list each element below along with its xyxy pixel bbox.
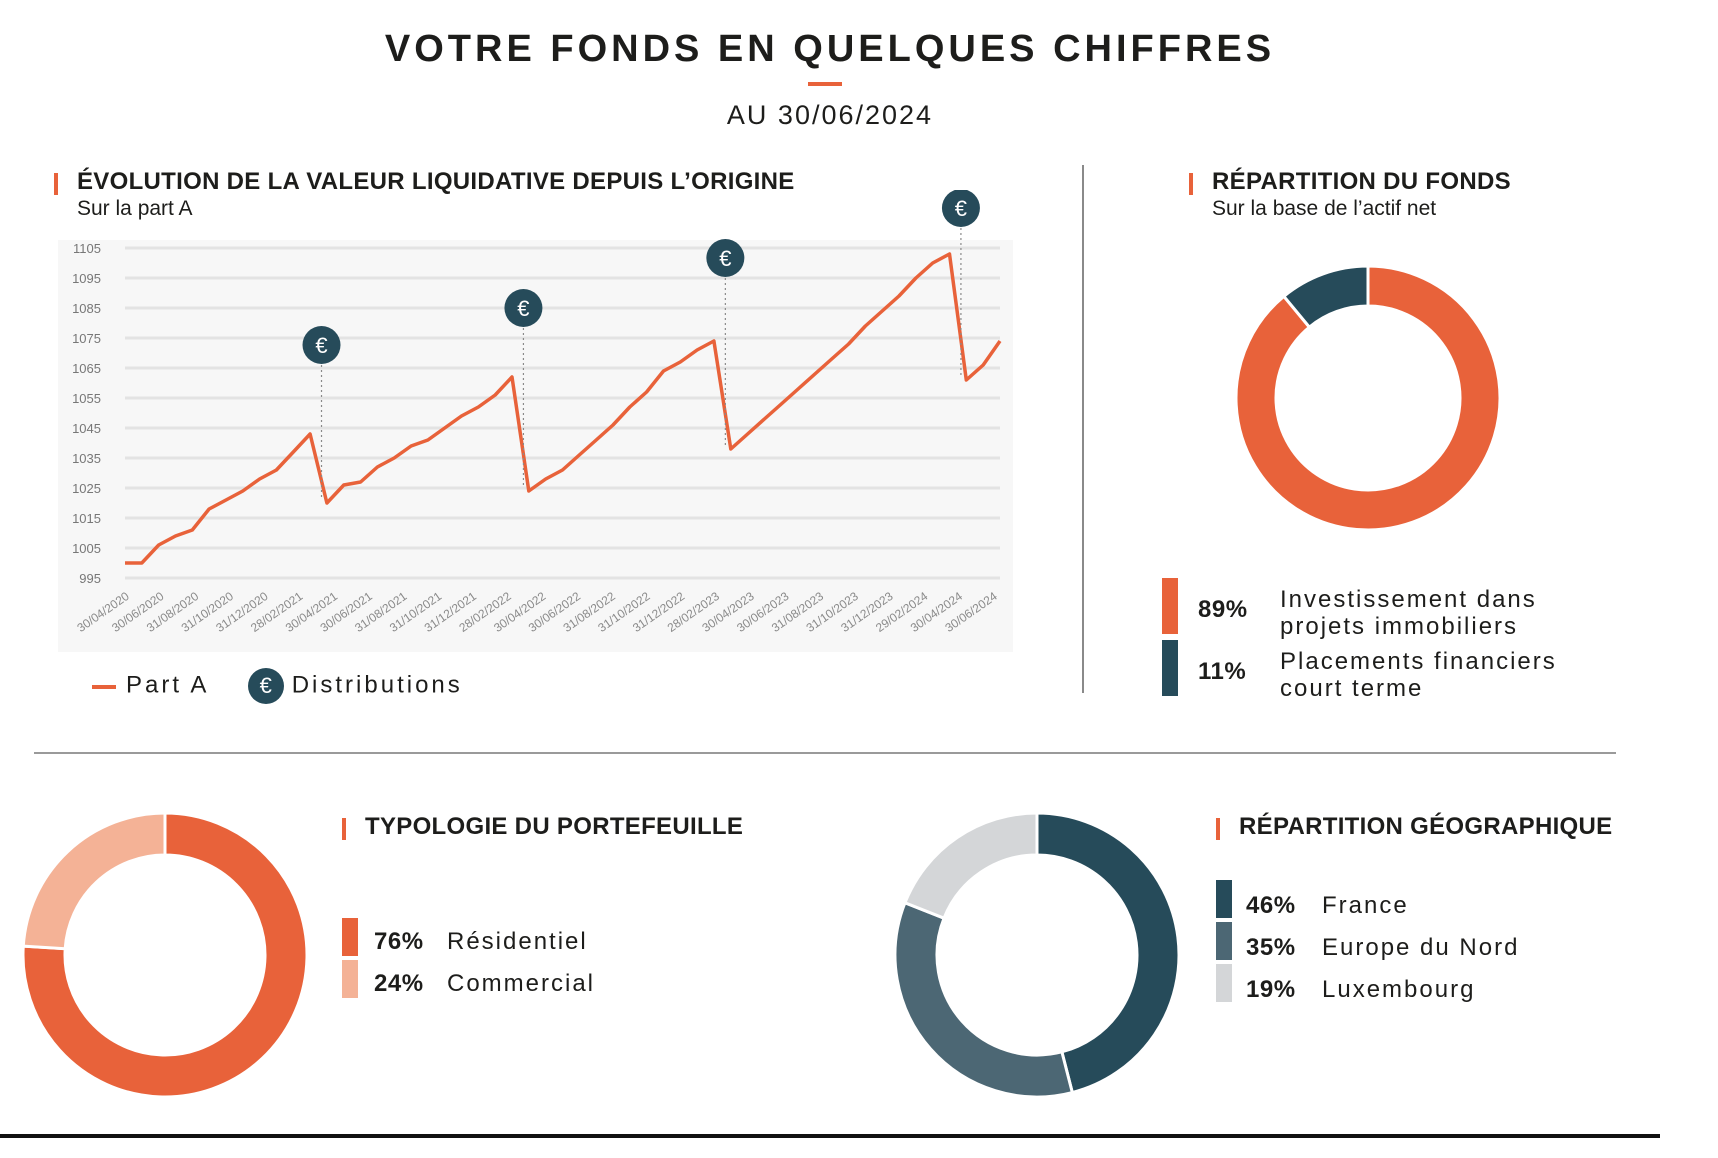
legend-swatch-placements xyxy=(1162,640,1178,696)
section-marker xyxy=(342,818,346,840)
typologie-title: TYPOLOGIE DU PORTEFEUILLE xyxy=(365,813,744,840)
label-france: France xyxy=(1322,892,1409,919)
series-part-a-line xyxy=(125,252,1002,565)
y-tick-label: 1075 xyxy=(72,331,101,346)
distribution-euro-icon xyxy=(302,326,341,364)
page-subtitle: AU 30/06/2024 xyxy=(726,100,934,130)
page-title: VOTRE FONDS EN QUELQUES CHIFFRES xyxy=(384,28,1276,70)
y-tick-label: 1065 xyxy=(72,361,101,376)
legend-distributions-label: Distributions xyxy=(291,671,463,699)
y-tick-label: 1045 xyxy=(72,421,101,436)
vertical-divider xyxy=(1082,165,1084,693)
donut-repartition xyxy=(1234,264,1502,532)
pct-commercial: 24% xyxy=(374,970,424,997)
pct-immobilier: 89% xyxy=(1198,596,1248,623)
legend-swatch-luxembourg xyxy=(1216,964,1232,1002)
y-tick-label: 1025 xyxy=(72,481,101,496)
y-tick-label: 1085 xyxy=(72,301,101,316)
pct-luxembourg: 19% xyxy=(1246,976,1296,1003)
label-luxembourg: Luxembourg xyxy=(1322,976,1476,1003)
euro-symbol: € xyxy=(315,333,327,358)
legend-swatch-immobilier xyxy=(1162,578,1178,634)
donut-typologie xyxy=(21,811,309,1099)
euro-symbol: € xyxy=(719,246,731,271)
legend-swatch-commercial xyxy=(342,960,358,998)
legend-swatch-europe-du-nord xyxy=(1216,922,1232,960)
pct-france: 46% xyxy=(1246,892,1296,919)
y-tick-label: 1005 xyxy=(72,541,101,556)
bottom-rule xyxy=(0,1134,1660,1138)
repartition-subtitle: Sur la base de l’actif net xyxy=(1212,197,1437,220)
label-europe-du-nord: Europe du Nord xyxy=(1322,934,1520,961)
chart-legend: Part A € Distributions xyxy=(92,668,463,704)
y-tick-label: 1095 xyxy=(72,271,101,286)
label-immobilier: Investissement dans projets immobiliers xyxy=(1280,586,1537,640)
donut-slice-1 xyxy=(21,811,167,951)
section-marker xyxy=(54,173,58,195)
label-commercial: Commercial xyxy=(447,970,596,997)
legend-part-a-label: Part A xyxy=(126,671,209,699)
section-marker xyxy=(1216,818,1220,840)
horizontal-divider xyxy=(34,752,1616,754)
y-tick-label: 1015 xyxy=(72,511,101,526)
pct-europe-du-nord: 35% xyxy=(1246,934,1296,961)
evolution-subtitle: Sur la part A xyxy=(77,197,193,220)
y-tick-label: 1035 xyxy=(72,451,101,466)
evolution-title: ÉVOLUTION DE LA VALEUR LIQUIDATIVE DEPUI… xyxy=(77,168,795,195)
donut-geo xyxy=(893,811,1181,1099)
legend-swatch-residentiel xyxy=(342,918,358,956)
title-underline xyxy=(808,82,842,86)
legend-swatch-france xyxy=(1216,880,1232,918)
distribution-euro-icon xyxy=(941,190,980,227)
geo-title: RÉPARTITION GÉOGRAPHIQUE xyxy=(1239,813,1613,840)
section-marker xyxy=(1189,173,1193,195)
y-tick-label: 1105 xyxy=(73,241,101,256)
y-tick-label: 1055 xyxy=(72,391,101,406)
y-tick-label: 995 xyxy=(79,571,101,586)
donut-slice-0 xyxy=(21,811,309,1099)
euro-icon: € xyxy=(247,668,284,704)
euro-symbol: € xyxy=(955,196,967,221)
distribution-euro-icon xyxy=(504,289,543,327)
repartition-title: RÉPARTITION DU FONDS xyxy=(1212,168,1511,195)
line-chart: 995 1005 1015 1025 1035 1045 1055 1065 1075 1085 1… xyxy=(58,190,1013,652)
donut-slice-0 xyxy=(1234,264,1502,532)
pct-placements: 11% xyxy=(1198,658,1247,685)
distribution-euro-icon xyxy=(706,239,745,277)
donut-slice-1 xyxy=(893,900,1075,1099)
label-placements: Placements financiers court terme xyxy=(1280,648,1557,702)
donut-slice-2 xyxy=(903,811,1039,921)
pct-residentiel: 76% xyxy=(374,928,424,955)
legend-part-a-swatch xyxy=(92,685,116,689)
donut-slice-1 xyxy=(1281,264,1370,330)
euro-symbol: € xyxy=(517,296,529,321)
label-residentiel: Résidentiel xyxy=(447,928,588,955)
donut-slice-0 xyxy=(1035,811,1181,1095)
